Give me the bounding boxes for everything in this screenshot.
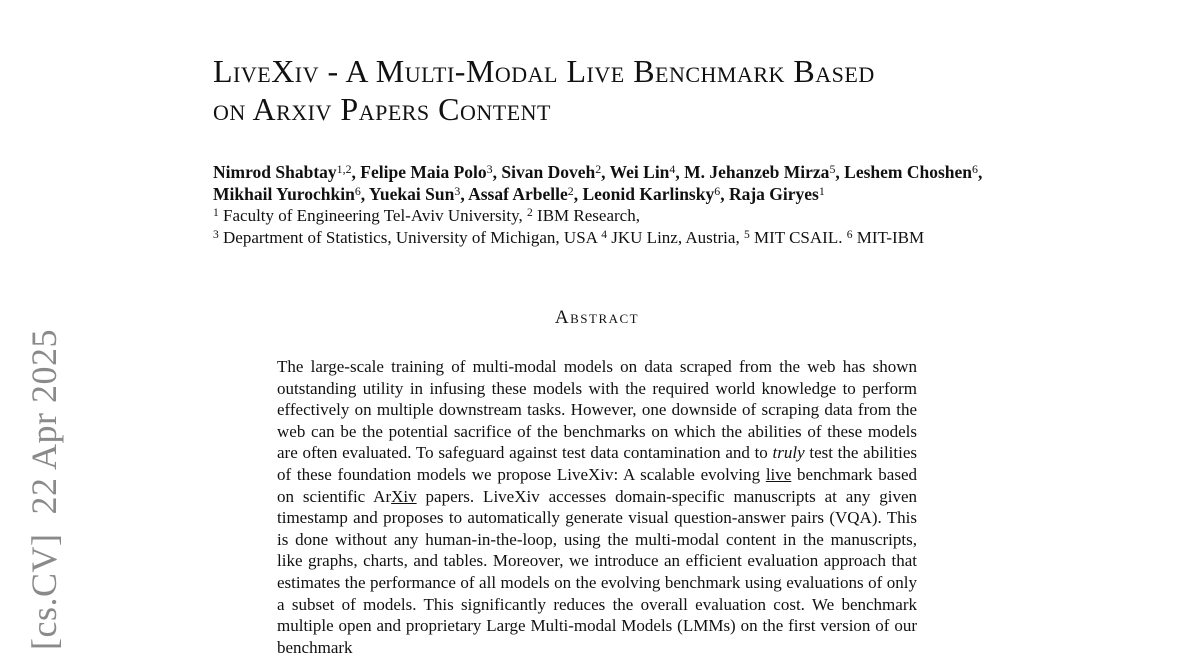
abstract-text: The large-scale training of multi-modal … [277,357,917,657]
author-line2: Mikhail Yurochkin6, Yuekai Sun3, Assaf A… [213,183,825,204]
paper-title-line2: on Arxiv Papers Content [213,91,551,127]
author-list: Nimrod Shabtay1,2, Felipe Maia Polo3, Si… [213,161,993,205]
paper-content-column: LiveXiv - A Multi-Modal Live Benchmark B… [213,52,993,658]
affiliation-line2: 3 Department of Statistics, University o… [213,227,925,247]
arxiv-stamp-watermark: [cs.CV] 22 Apr 2025 [24,329,64,650]
paper-title: LiveXiv - A Multi-Modal Live Benchmark B… [213,52,993,128]
affiliation-list: 1 Faculty of Engineering Tel-Aviv Univer… [213,205,993,249]
affiliation-line1: 1 Faculty of Engineering Tel-Aviv Univer… [213,205,640,225]
abstract-section: Abstract The large-scale training of mul… [277,307,917,658]
abstract-heading: Abstract [554,307,640,328]
author-line1: Nimrod Shabtay1,2, Felipe Maia Polo3, Si… [213,161,983,182]
paper-title-line1: LiveXiv - A Multi-Modal Live Benchmark B… [213,53,875,89]
